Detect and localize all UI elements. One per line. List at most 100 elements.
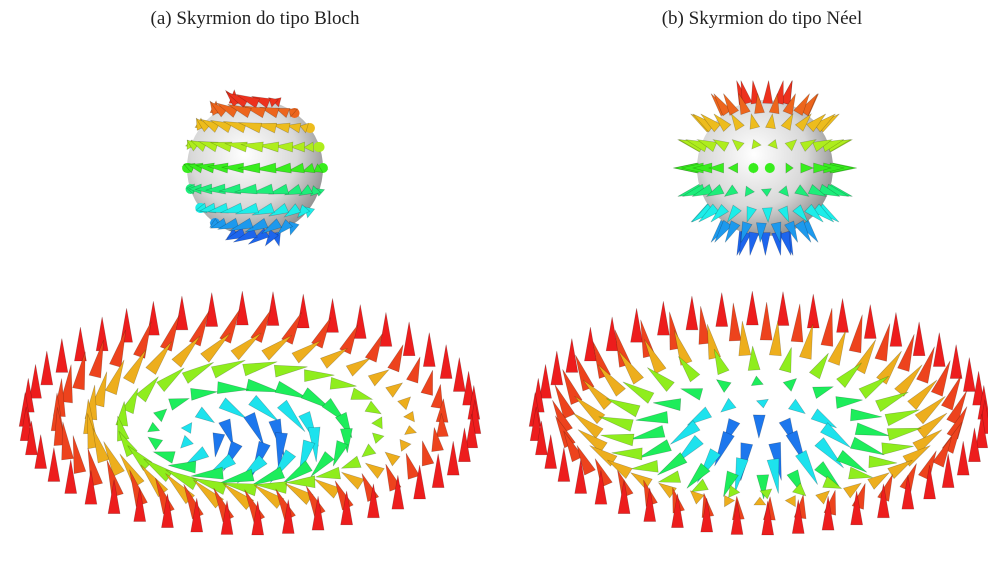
- spin-arrow: [292, 341, 321, 363]
- spin-arrow: [453, 357, 465, 391]
- spin-arrow: [811, 409, 837, 428]
- spin-arrow: [791, 304, 803, 342]
- spin-arrow: [62, 422, 74, 460]
- spin-arrow: [244, 412, 264, 445]
- spin-arrow: [153, 409, 166, 422]
- spin-arrow: [957, 441, 969, 475]
- spin-arrow: [206, 293, 218, 327]
- spin-arrow: [243, 362, 278, 376]
- spin-arrow: [623, 382, 654, 404]
- spin-arrow: [89, 340, 104, 378]
- spin-arrow: [236, 291, 248, 325]
- spin-arrow: [681, 389, 703, 401]
- spin-arrow: [211, 360, 245, 378]
- spin-arrow: [181, 423, 192, 434]
- spin-arrow: [657, 301, 669, 335]
- spin-arrow: [821, 308, 833, 346]
- spin-arrow: [760, 302, 772, 340]
- spin-arrow: [333, 440, 348, 466]
- spin-arrow: [913, 322, 925, 356]
- spin-arrow: [716, 293, 728, 327]
- spin-arrow: [262, 335, 292, 360]
- spin-arrow: [721, 398, 736, 412]
- spin-arrow: [551, 351, 563, 385]
- spin-arrow: [890, 312, 902, 346]
- spin-arrow: [93, 428, 110, 463]
- illustrations: [19, 81, 988, 535]
- spin-arrow: [837, 298, 849, 332]
- spin-arrow: [365, 334, 382, 362]
- spin-arrow: [290, 221, 299, 235]
- spin-arrow: [933, 333, 945, 367]
- spin-arrow: [837, 363, 862, 388]
- spin-arrow: [346, 358, 370, 376]
- spin-arrow: [753, 415, 765, 438]
- spin-arrow: [400, 439, 411, 451]
- spin-arrow: [850, 437, 884, 455]
- spin-arrow: [558, 447, 570, 481]
- spin-arrow: [133, 321, 151, 358]
- spin-arrow: [362, 473, 379, 501]
- spin-arrow: [849, 315, 862, 353]
- spin-arrow: [41, 351, 53, 385]
- spin-arrow: [653, 399, 681, 411]
- spin-arrow: [157, 368, 185, 392]
- spin-arrow: [638, 440, 672, 459]
- spin-arrow: [195, 407, 214, 423]
- spin-arrow: [918, 451, 936, 480]
- spin-arrow: [73, 435, 86, 473]
- spin-arrow: [756, 399, 768, 408]
- spin-arrow: [885, 410, 919, 426]
- spin-arrow: [869, 456, 897, 468]
- spin-arrow: [388, 345, 403, 372]
- spin-arrow: [887, 428, 921, 440]
- spin-arrow: [136, 377, 158, 402]
- spin-arrow: [368, 370, 389, 386]
- spin-arrow: [421, 370, 433, 395]
- spin-arrow-head: [748, 163, 758, 173]
- spin-arrow: [274, 365, 307, 377]
- spin-arrow: [785, 496, 795, 507]
- spin-arrow: [330, 377, 356, 389]
- spin-arrow: [372, 417, 383, 429]
- spin-arrow: [231, 333, 261, 360]
- spin-arrow: [657, 452, 687, 475]
- spin-arrow: [365, 463, 384, 478]
- spin-arrow: [191, 467, 223, 479]
- spin-arrow: [342, 472, 364, 489]
- spin-arrow: [176, 296, 188, 330]
- spin-arrow: [777, 292, 789, 326]
- spin-arrow: [716, 380, 731, 393]
- spin-arrow: [406, 357, 420, 383]
- spin-arrow: [153, 452, 175, 464]
- spin-arrow: [875, 323, 890, 361]
- spin-arrow: [405, 426, 417, 435]
- spin-arrow: [859, 376, 889, 399]
- spin-arrow: [729, 303, 741, 341]
- spin-arrow: [220, 469, 255, 483]
- spin-arrow: [362, 444, 376, 457]
- spin-arrow: [630, 425, 665, 439]
- spin-arrow: [385, 452, 400, 466]
- spin-arrow: [320, 348, 347, 368]
- spin-arrow: [297, 294, 309, 328]
- spin-arrow: [201, 333, 231, 362]
- spin-arrow: [447, 441, 459, 475]
- spin-arrow: [351, 388, 373, 400]
- spin-arrow: [267, 292, 279, 326]
- spin-arrow: [432, 454, 444, 488]
- spin-arrow: [598, 365, 626, 397]
- spin-arrow: [619, 351, 644, 384]
- spin-arrow: [186, 447, 208, 464]
- spin-arrow: [217, 382, 249, 394]
- spin-arrow-head: [765, 163, 775, 173]
- spin-arrow: [219, 398, 246, 419]
- spin-arrow: [963, 357, 975, 391]
- spin-arrow: [748, 346, 760, 370]
- spin-arrow: [48, 447, 60, 481]
- spin-arrow: [855, 423, 889, 436]
- panel-caption: (b) Skyrmion do tipo Néel: [662, 8, 863, 29]
- spin-arrow: [169, 398, 190, 410]
- spin-arrow: [882, 443, 914, 455]
- spin-arrow: [746, 291, 758, 325]
